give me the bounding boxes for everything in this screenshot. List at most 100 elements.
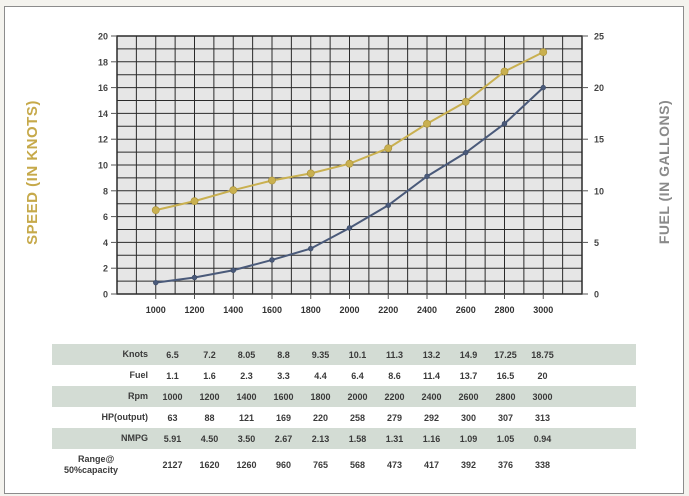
x-axis-tick-label: 1400 <box>223 305 243 315</box>
x-axis-tick-label: 1200 <box>184 305 204 315</box>
fuel-point <box>191 274 198 281</box>
right-axis-tick-label: 20 <box>594 83 604 93</box>
table-cell: 8.6 <box>388 370 401 381</box>
table-cell: 2600 <box>458 391 479 402</box>
left-axis-tick-label: 0 <box>103 290 108 300</box>
table-cell: 3.3 <box>277 370 290 381</box>
speed-point <box>190 197 199 206</box>
fuel-point <box>308 245 314 252</box>
fuel-point <box>230 267 236 273</box>
table-cell: 2127 <box>162 460 183 470</box>
row-label: HP(output) <box>101 412 148 422</box>
left-axis-title: SPEED (IN KNOTS) <box>23 99 41 245</box>
table-cell: 18.75 <box>531 349 554 360</box>
x-axis-tick-label: 1600 <box>262 305 282 315</box>
x-axis-tick-label: 3000 <box>533 305 553 315</box>
row-label: Fuel <box>129 370 148 380</box>
table-cell: 307 <box>497 412 514 423</box>
table-cell: 568 <box>349 460 366 470</box>
row-label-line: 50%capacity <box>64 465 119 475</box>
table-cell: 338 <box>534 460 551 470</box>
fuel-point <box>269 257 275 263</box>
right-axis-tick-label: 0 <box>594 290 599 300</box>
left-axis-tick-label: 2 <box>103 264 108 274</box>
table-row: NMPG 5.91 4.50 3.50 2.67 2.13 1.58 1.31 1.16 1.09… <box>52 428 636 449</box>
table-cell: 4.50 <box>200 433 219 444</box>
left-axis-tick-label: 16 <box>98 83 108 93</box>
table-cell: 1.09 <box>459 433 478 444</box>
table-cell: 9.35 <box>311 349 330 360</box>
table-cell: 2000 <box>347 391 368 402</box>
x-axis-tick-label: 2800 <box>494 305 514 315</box>
table-cell: 1.1 <box>166 370 179 381</box>
table-cell: 1400 <box>236 391 257 402</box>
x-axis-tick-label: 2200 <box>378 305 398 315</box>
table-cell: 20 <box>537 370 548 381</box>
speed-point <box>268 176 276 185</box>
table-cell: 1.6 <box>203 370 216 381</box>
x-axis-tick-label: 1000 <box>146 305 166 315</box>
fuel-point <box>346 225 353 231</box>
row-label: Range@ 50%capacity <box>52 454 154 476</box>
table-cell: 11.4 <box>422 370 441 381</box>
left-axis-tick-label: 4 <box>103 238 108 248</box>
table-cell: 63 <box>167 412 178 423</box>
table-cell: 258 <box>349 412 366 423</box>
table-cell: 2200 <box>384 391 405 402</box>
table-cell: 300 <box>460 412 477 423</box>
fuel-point <box>463 149 469 156</box>
table-cell: 17.25 <box>494 349 517 360</box>
x-axis-tick-label: 2400 <box>417 305 437 315</box>
table-cell: 1200 <box>199 391 220 402</box>
left-axis-tick-label: 8 <box>103 186 108 196</box>
table-cell: 169 <box>275 412 292 423</box>
left-axis-tick-label: 14 <box>98 109 108 119</box>
fuel-point <box>424 173 430 180</box>
speed-point <box>539 48 548 57</box>
table-cell: 2.13 <box>311 433 330 444</box>
row-label: Rpm <box>128 391 148 401</box>
right-axis-title-wrap: FUEL (IN GALLONS) <box>642 62 686 282</box>
table-cell: 0.94 <box>533 433 552 444</box>
left-axis-tick-label: 20 <box>98 32 108 42</box>
row-label-line: Range@ <box>78 454 115 464</box>
fuel-point <box>153 279 159 286</box>
table-cell: 1600 <box>273 391 294 402</box>
table-cell: 3000 <box>532 391 553 402</box>
table-cell: 10.1 <box>348 349 367 360</box>
table-cell: 1.16 <box>422 433 441 444</box>
table-cell: 1.58 <box>348 433 367 444</box>
table-cell: 2400 <box>421 391 442 402</box>
left-axis-tick-label: 12 <box>98 135 108 145</box>
speed-point <box>151 206 160 215</box>
table-cell: 121 <box>238 412 255 423</box>
table-cell: 1000 <box>162 391 183 402</box>
table-cell: 4.4 <box>314 370 327 381</box>
left-axis-tick-label: 6 <box>103 212 108 222</box>
table-cell: 292 <box>423 412 440 423</box>
table-cell: 473 <box>386 460 403 470</box>
row-label: Knots <box>122 349 149 359</box>
left-axis-tick-label: 10 <box>98 161 108 171</box>
table-cell: 2.67 <box>274 433 293 444</box>
table-cell: 1.31 <box>385 433 404 444</box>
table-cell: 765 <box>312 460 329 470</box>
table-cell: 6.5 <box>166 349 179 360</box>
x-axis-tick-label: 1800 <box>301 305 321 315</box>
table-cell: 279 <box>386 412 403 423</box>
table-cell: 960 <box>275 460 292 470</box>
fuel-point <box>540 84 546 91</box>
left-axis-title-wrap: SPEED (IN KNOTS) <box>4 62 60 282</box>
speed-point <box>461 97 470 106</box>
speed-point <box>384 144 393 153</box>
table-cell: 5.91 <box>163 433 182 444</box>
speed-point <box>345 159 354 168</box>
table-cell: 88 <box>204 412 215 423</box>
table-row: Rpm 1000 1200 1400 1600 1800 2000 2200 2400 2600 2… <box>52 386 636 407</box>
table-cell: 3.50 <box>237 433 256 444</box>
table-row: Fuel 1.1 1.6 2.3 3.3 4.4 6.4 8.6 11.4 13.7 16.5 20 <box>52 365 636 386</box>
table-row: Range@ 50%capacity 2127 1620 1260 960 765 568 47… <box>52 449 636 481</box>
table-cell: 220 <box>312 412 329 423</box>
table-cell: 7.2 <box>203 349 216 360</box>
